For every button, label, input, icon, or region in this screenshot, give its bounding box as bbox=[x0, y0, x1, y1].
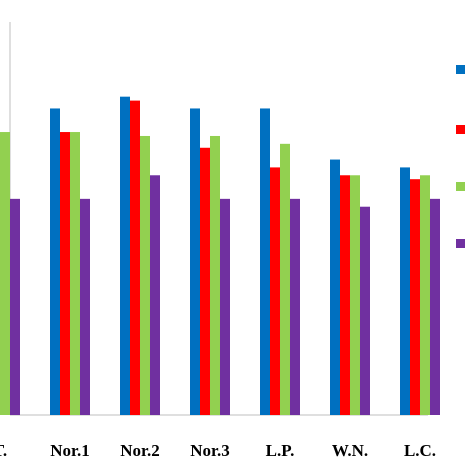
x-tick-label: L.C. bbox=[404, 441, 436, 460]
bar-series3-Nor.1 bbox=[70, 132, 80, 416]
bar-series1-Nor.2 bbox=[120, 96, 130, 416]
bar-series3-Nor.2 bbox=[140, 135, 150, 415]
legend-swatch-series2 bbox=[456, 125, 465, 134]
x-tick-label: W.N. bbox=[332, 441, 368, 460]
bar-series1-L.P. bbox=[260, 108, 270, 416]
bar-series3-L.P. bbox=[280, 143, 290, 415]
x-tick-label: T. bbox=[0, 441, 7, 460]
legend-swatch-series4 bbox=[456, 239, 465, 248]
bar-series2-L.C. bbox=[410, 179, 420, 415]
x-tick-label: Nor.1 bbox=[50, 441, 90, 460]
bar-series3-L.C. bbox=[420, 175, 430, 415]
bar-series2-Nor.3 bbox=[200, 147, 210, 415]
bar-series2-W.N. bbox=[340, 175, 350, 415]
bars-group bbox=[0, 96, 440, 416]
bar-series4-L.P. bbox=[290, 198, 300, 415]
bar-series4-Nor.1 bbox=[80, 198, 90, 415]
bar-series3-T. bbox=[0, 132, 10, 416]
bar-series3-W.N. bbox=[350, 175, 360, 415]
bar-series4-Nor.3 bbox=[220, 198, 230, 415]
legend bbox=[456, 65, 465, 248]
bar-series1-Nor.1 bbox=[50, 108, 60, 416]
x-tick-label: Nor.3 bbox=[190, 441, 230, 460]
bar-series1-L.C. bbox=[400, 167, 410, 415]
bar-series4-L.C. bbox=[430, 198, 440, 415]
bar-series4-T. bbox=[10, 198, 20, 415]
x-tick-label: Nor.2 bbox=[120, 441, 160, 460]
bar-series2-Nor.2 bbox=[130, 100, 140, 415]
bar-series1-W.N. bbox=[330, 159, 340, 415]
legend-swatch-series3 bbox=[456, 182, 465, 191]
x-tick-label: L.P. bbox=[266, 441, 295, 460]
bar-series2-L.P. bbox=[270, 167, 280, 415]
bar-series2-Nor.1 bbox=[60, 132, 70, 416]
bar-series1-Nor.3 bbox=[190, 108, 200, 416]
bar-series4-Nor.2 bbox=[150, 175, 160, 415]
bar-series4-W.N. bbox=[360, 206, 370, 415]
x-tick-labels: T. Nor.1 Nor.2 Nor.3 L.P. W.N. L.C. bbox=[0, 441, 436, 460]
bar-series3-Nor.3 bbox=[210, 135, 220, 415]
legend-swatch-series1 bbox=[456, 65, 465, 74]
